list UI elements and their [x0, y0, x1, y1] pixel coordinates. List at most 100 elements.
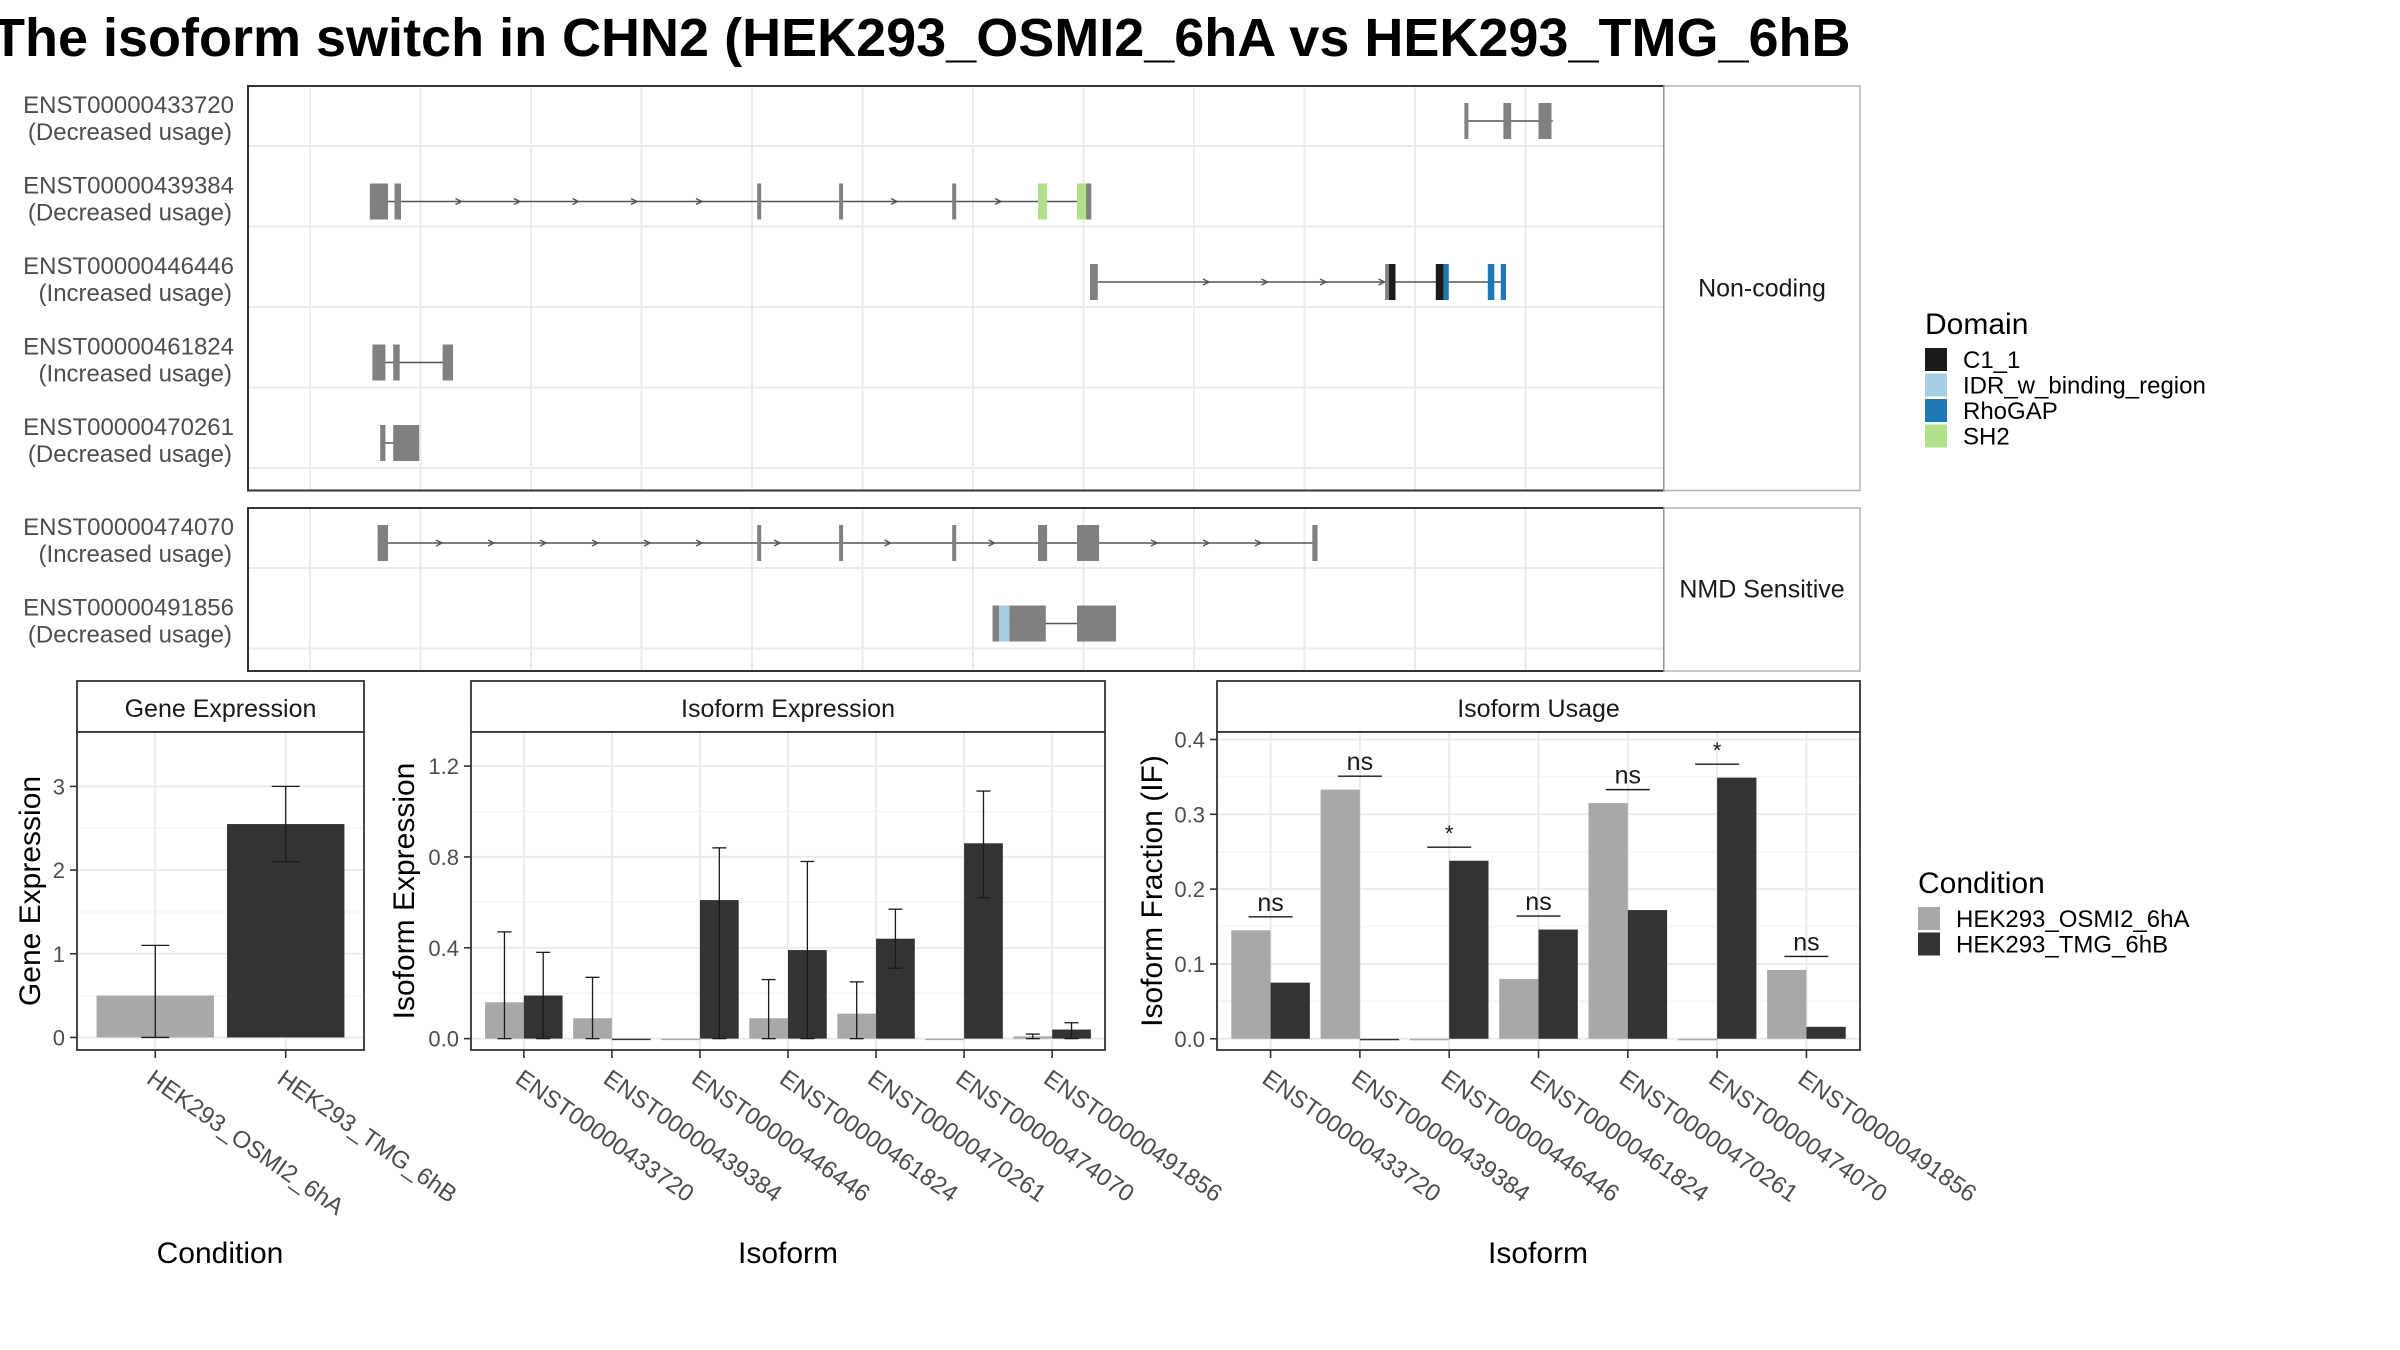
- bar: [1717, 777, 1757, 1039]
- exon-tx: [442, 344, 447, 381]
- strand-arrow: [539, 539, 548, 547]
- bar: [1627, 910, 1668, 1039]
- strand-arrow: [1378, 278, 1387, 286]
- chart-panel-2: Isoform Usage 0.0 0.1 0.2 0.3 0.4 ns ns * ns ns * ns…: [1136, 680, 1981, 1270]
- legend-title: Domain: [1925, 308, 2028, 341]
- figure-title: The isoform switch in CHN2 (HEK293_OSMI2…: [0, 8, 1851, 68]
- strand-arrow: [591, 539, 600, 547]
- legend-label: HEK293_TMG_6hB: [1956, 932, 2168, 959]
- transcript-row: ENST00000439384(Decreased usage): [23, 173, 1664, 228]
- legend-label: HEK293_OSMI2_6hA: [1956, 906, 2189, 933]
- exon-tx: [445, 344, 453, 381]
- exon-SH2: [1038, 183, 1048, 220]
- transcript-id-label: ENST00000439384: [23, 173, 234, 200]
- bar: [661, 1038, 700, 1041]
- strand-arrow: [487, 539, 496, 547]
- signif-label: *: [1713, 738, 1722, 763]
- x-axis-title: Condition: [157, 1237, 284, 1270]
- y-tick-label: 0.8: [428, 845, 459, 870]
- bar: [925, 1038, 965, 1041]
- exon-tx: [393, 344, 400, 381]
- strip-title: Gene Expression: [125, 695, 317, 723]
- summary-charts: Gene Expression0123HEK293_OSMI2_6hAHEK29…: [14, 680, 1981, 1270]
- transcript-usage-label: (Increased usage): [39, 541, 232, 568]
- strand-arrow: [994, 197, 1003, 206]
- strand-arrow: [455, 197, 464, 206]
- transcript-usage-label: (Increased usage): [39, 361, 232, 388]
- legend-label: C1_1: [1963, 347, 2020, 374]
- bar: [1231, 930, 1271, 1039]
- strip-box: [1663, 507, 1861, 672]
- transcript-usage-label: (Decreased usage): [28, 622, 232, 649]
- transcript-usage-label: (Decreased usage): [28, 200, 232, 227]
- signif-label: ns: [1615, 762, 1641, 790]
- bar: [1270, 982, 1310, 1039]
- bar: [1449, 860, 1489, 1039]
- exon-tx: [1464, 103, 1469, 139]
- exon-tx: [1538, 103, 1552, 139]
- y-tick-label: 0.0: [428, 1027, 459, 1052]
- strand-arrow: [1254, 539, 1263, 547]
- bar: [1538, 929, 1578, 1039]
- exon-tx: [757, 525, 762, 561]
- strip-title: Isoform Expression: [681, 695, 895, 723]
- exon-tx: [992, 605, 999, 642]
- strand-arrow: [1150, 539, 1159, 547]
- legend-swatch: [1925, 424, 1947, 448]
- x-axis-title: Isoform: [1488, 1237, 1588, 1270]
- legend-label: RhoGAP: [1963, 398, 2058, 425]
- transcript-row: ENST00000433720(Decreased usage): [23, 92, 1664, 147]
- transcript-id-label: ENST00000446446: [23, 253, 234, 280]
- exon-tx: [952, 525, 957, 561]
- strip-box: [1663, 85, 1861, 492]
- exon-tx: [1090, 264, 1098, 300]
- transcript-panel-1: ENST00000474070(Increased usage)ENST0000…: [23, 507, 1861, 672]
- strand-arrow: [773, 539, 782, 547]
- y-tick-label: 0.1: [1174, 952, 1205, 977]
- strand-arrow: [1202, 539, 1211, 547]
- strand-arrow: [988, 539, 997, 547]
- exon-tx: [380, 425, 386, 461]
- transcript-row: ENST00000491856(Decreased usage): [23, 595, 1664, 650]
- bar: [1588, 803, 1628, 1039]
- exon-tx: [377, 525, 388, 561]
- y-tick-label: 0.2: [1174, 877, 1205, 902]
- exon-tx: [952, 183, 957, 220]
- strip-title: Isoform Usage: [1457, 695, 1620, 723]
- legend-swatch: [1918, 932, 1940, 956]
- bar: [1767, 969, 1807, 1039]
- exon-SH2: [1077, 183, 1087, 220]
- exon-IDR_w_binding_region: [999, 605, 1010, 642]
- strip-box: [1216, 680, 1861, 733]
- transcript-row: ENST00000461824(Increased usage): [23, 334, 1664, 389]
- y-axis-title: Isoform Expression: [388, 763, 421, 1020]
- exon-tx: [1385, 264, 1390, 300]
- exon-tx: [369, 183, 388, 220]
- y-tick-label: 0.0: [1174, 1027, 1205, 1052]
- exon-tx: [372, 344, 386, 381]
- legend-swatch: [1925, 348, 1947, 371]
- bar: [1499, 978, 1539, 1039]
- strand-arrow: [1261, 278, 1270, 286]
- strand-arrow: [630, 197, 639, 206]
- exon-tx: [1038, 525, 1048, 561]
- exon-tx: [407, 425, 420, 461]
- legend-label: IDR_w_binding_region: [1963, 373, 2206, 400]
- exon-tx: [1312, 525, 1318, 561]
- transcript-row: ENST00000470261(Decreased usage): [23, 414, 1664, 469]
- exon-tx: [1009, 605, 1046, 642]
- y-tick-label: 0.4: [1174, 727, 1205, 752]
- bar: [1320, 789, 1360, 1039]
- strand-arrow: [1202, 278, 1211, 286]
- panel-bg: [248, 86, 1664, 491]
- transcript-id-label: ENST00000433720: [23, 92, 234, 119]
- strand-arrow: [695, 197, 704, 206]
- y-tick-label: 1.2: [428, 754, 459, 779]
- strip-label: NMD Sensitive: [1679, 576, 1844, 604]
- signif-label: ns: [1347, 748, 1373, 776]
- bar: [1806, 1026, 1846, 1039]
- exon-RhoGAP: [1500, 264, 1506, 300]
- exon-tx: [839, 183, 844, 220]
